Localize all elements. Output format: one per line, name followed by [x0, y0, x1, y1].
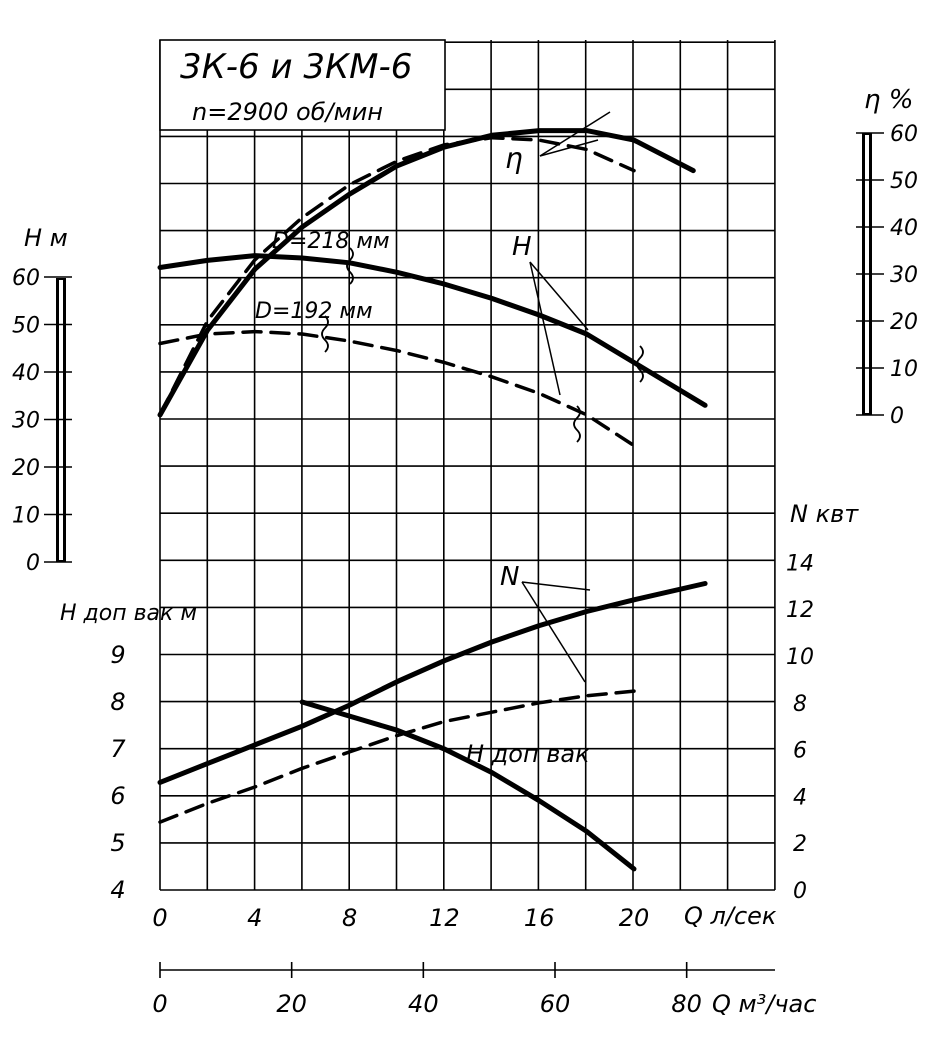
x-axis-label-secondary: Q м³/час [712, 990, 816, 1018]
axis-N-tick-label: 14 [786, 551, 814, 576]
axis-eta-tick-label: 60 [890, 122, 918, 147]
series-curve-N-solid [157, 581, 708, 785]
axis-N-tick-label: 4 [793, 785, 807, 810]
curve-wave-marker [321, 315, 329, 353]
axis-eta-tick-label: 30 [890, 263, 918, 288]
axis-Hvak-label: H доп вак м [60, 601, 197, 626]
x-tick-label: 0 [152, 904, 167, 932]
label-leader-line [521, 581, 591, 591]
x-axis-label-primary: Q л/сек [684, 902, 777, 930]
axis-H-tick-label: 10 [12, 504, 40, 529]
x-tick-label: 20 [619, 904, 650, 932]
axis-H-tick-label: 0 [26, 551, 40, 576]
label-Hvak: H доп вак [466, 740, 590, 768]
x-secondary-tick-label: 40 [408, 990, 439, 1018]
axis-H-tick-label: 30 [12, 409, 40, 434]
curve-wave-marker [636, 345, 644, 383]
chart-curves [157, 111, 708, 872]
axis-H-tick-label: 20 [12, 456, 40, 481]
label-D192: D=192 мм [255, 299, 373, 324]
axis-N-tick-label: 10 [786, 645, 814, 670]
axis-N-tick-label: 0 [793, 879, 807, 904]
axis-Hvak-tick-label: 9 [110, 641, 125, 669]
axis-eta-tick-label: 10 [890, 357, 918, 382]
series-curve-H-dashed [158, 329, 636, 448]
x-secondary-tick-label: 20 [276, 990, 307, 1018]
series-curve-eta-dashed [158, 135, 636, 417]
series-curve-eta-solid [157, 128, 696, 418]
axis-eta-tick-label: 50 [890, 169, 918, 194]
chart-subtitle: n=2900 об/мин [192, 98, 383, 126]
axis-N-tick-label: 6 [793, 739, 807, 764]
axis-N-tick-label: 8 [793, 692, 807, 717]
label-eta: η [505, 142, 523, 175]
axis-Hvak-tick-label: 6 [110, 782, 125, 810]
series-curve-N-dashed [158, 689, 636, 824]
x-tick-label: 16 [524, 904, 555, 932]
axis-N-tick-label: 2 [793, 832, 807, 857]
label-leader-line [529, 261, 589, 331]
label-D218: D=218 мм [272, 229, 390, 254]
label-leader-line [529, 261, 561, 396]
chart-grid [159, 39, 776, 891]
series-curve-Hvak-solid [299, 699, 637, 872]
axis-H-tick-label: 60 [12, 266, 40, 291]
axis-H-label: H м [24, 224, 68, 252]
axis-N-label: N квт [790, 500, 859, 528]
axis-eta-label: η % [864, 85, 913, 115]
x-tick-label: 8 [342, 904, 357, 932]
series-curve-H-solid [157, 253, 708, 408]
x-secondary-tick-label: 0 [152, 990, 167, 1018]
axis-H-tick-label: 40 [12, 361, 40, 386]
chart-scales: 0102030405060010203040506002468101214456… [12, 122, 918, 1018]
curve-wave-marker [346, 247, 354, 285]
axis-eta-tick-label: 20 [890, 310, 918, 335]
label-leader-line [539, 111, 611, 157]
title-box [159, 39, 446, 131]
label-N: N [500, 562, 519, 592]
axis-eta-tick-label: 40 [890, 216, 918, 241]
axis-eta-tick-label: 0 [890, 404, 904, 429]
x-secondary-tick-label: 80 [671, 990, 702, 1018]
axis-Hvak-tick-label: 5 [110, 829, 125, 857]
axis-Hvak-tick-label: 4 [110, 876, 125, 904]
x-tick-label: 12 [429, 904, 460, 932]
axis-N-tick-label: 12 [786, 598, 814, 623]
axis-H-tick-label: 50 [12, 314, 40, 339]
label-leader-line [521, 581, 586, 683]
label-H: H [512, 232, 532, 262]
chart-title: 3К-6 и 3КМ-6 [180, 47, 412, 87]
x-tick-label: 4 [247, 904, 262, 932]
axis-Hvak-tick-label: 7 [110, 735, 126, 763]
axis-Hvak-tick-label: 8 [110, 688, 125, 716]
curve-wave-marker [573, 405, 581, 443]
label-leader-line [539, 139, 599, 157]
x-secondary-tick-label: 60 [540, 990, 571, 1018]
